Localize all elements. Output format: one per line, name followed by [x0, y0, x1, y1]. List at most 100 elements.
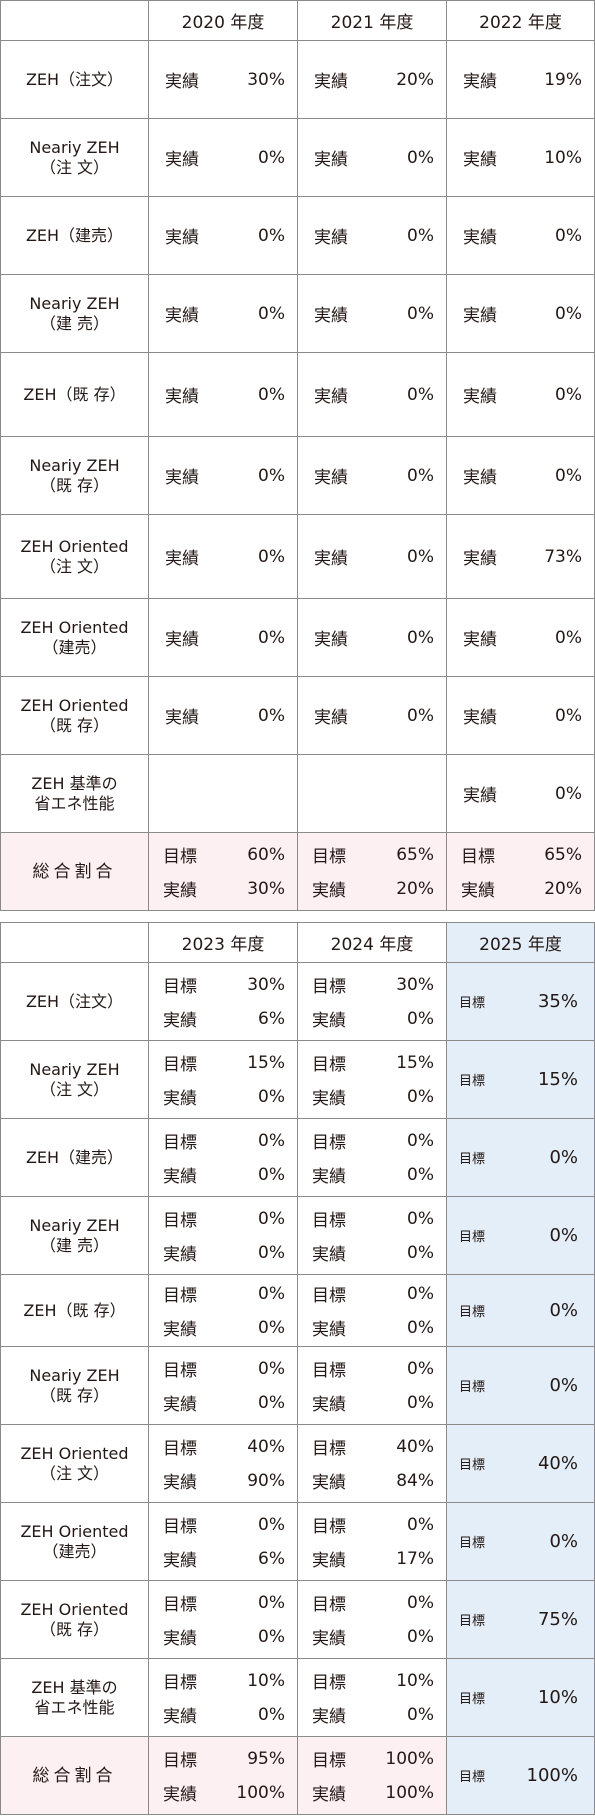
metric-value: 100% [385, 1748, 434, 1769]
value-line: 実績 0% [149, 625, 297, 651]
value-line: 実績 0% [149, 145, 297, 171]
metric-label: 実績 [463, 387, 497, 407]
value-cell: 実績 0% [446, 352, 595, 437]
value-line: 実績 0% [298, 145, 446, 171]
value-cell: 実績 0% [148, 436, 298, 515]
metric-value: 30% [247, 974, 285, 995]
metric-value: 90% [247, 1470, 285, 1491]
metric-value: 0% [258, 1283, 285, 1304]
metric-label: 実績 [163, 1245, 197, 1265]
row-label-line: ZEH（注文） [25, 69, 124, 89]
metric-value: 0% [258, 147, 285, 168]
value-line: 実績 0% [298, 544, 446, 570]
metric-label: 実績 [165, 228, 199, 248]
metric-value: 0% [407, 1130, 434, 1151]
row-label-line: Neariy ZEH [29, 293, 120, 313]
value-line: 実績 0% [447, 223, 594, 249]
value-cell: 実績 0% [446, 436, 595, 515]
value-line: 目標 10% [163, 1664, 285, 1698]
value-line: 目標 0% [163, 1202, 285, 1236]
metric-label: 実績 [312, 1245, 346, 1265]
metric-label: 目標 [312, 1439, 346, 1459]
value-cell: 目標 0% 実績 17% [297, 1502, 447, 1581]
metric-value: 0% [407, 1317, 434, 1338]
value-line: 目標 0% [447, 1531, 594, 1552]
metric-value: 0% [407, 1086, 434, 1107]
value-cell: 実績 0% [297, 436, 447, 515]
value-cell: 目標 0% [446, 1274, 595, 1347]
metric-value: 0% [258, 1130, 285, 1151]
value-line: 実績 84% [312, 1464, 434, 1498]
value-cell: 実績 0% [446, 598, 595, 677]
value-cell: 目標 0% 実績 0% [148, 1346, 298, 1425]
metric-value: 0% [549, 1300, 578, 1321]
metric-value: 40% [247, 1436, 285, 1457]
value-line: 目標 40% [447, 1453, 594, 1474]
value-line: 実績 20% [461, 872, 582, 906]
row-label-line: Neariy ZEH [29, 455, 120, 475]
metric-value: 0% [258, 1208, 285, 1229]
metric-label: 実績 [163, 1320, 197, 1340]
target-actual-pair: 目標 10% 実績 0% [298, 1664, 446, 1732]
value-line: 実績 30% [163, 872, 285, 906]
table-body: ZEH（注文） 目標 30% 実績 6% 目標 30% 実績 0% 目標 35% Neariy ZEH… [0, 962, 595, 1815]
value-cell: 目標 100% [446, 1736, 595, 1815]
metric-value: 10% [247, 1670, 285, 1691]
data-row: ZEH Oriented （建売） 目標 0% 実績 6% 目標 0% 実績 17% 目標 0% [0, 1502, 595, 1581]
row-label-line: （建売） [42, 637, 107, 657]
metric-value: 0% [407, 1008, 434, 1029]
value-cell [148, 754, 298, 833]
data-row: ZEH（建売） 実績 0% 実績 0% 実績 0% [0, 196, 595, 275]
value-cell: 実績 0% [148, 676, 298, 755]
row-label: Neariy ZEH （建 売） [0, 1196, 149, 1275]
value-cell: 実績 19% [446, 40, 595, 119]
metric-label: 目標 [163, 1361, 197, 1381]
metric-value: 84% [396, 1470, 434, 1491]
row-label-line: ZEH（建売） [25, 1147, 124, 1167]
value-cell: 実績 0% [446, 196, 595, 275]
value-line: 目標 0% [312, 1277, 434, 1311]
value-line: 目標 0% [163, 1124, 285, 1158]
value-line: 実績 19% [447, 67, 594, 93]
row-label: ZEH Oriented （注 文） [0, 1424, 149, 1503]
metric-label: 目標 [459, 1152, 486, 1167]
value-cell: 目標 0% [446, 1346, 595, 1425]
row-label-line: Neariy ZEH [29, 137, 120, 157]
metric-label: 目標 [312, 1361, 346, 1381]
value-cell: 目標 0% 実績 0% [148, 1118, 298, 1197]
metric-value: 60% [247, 844, 285, 865]
metric-label: 実績 [463, 150, 497, 170]
metric-value: 30% [247, 878, 285, 899]
metric-label: 目標 [459, 1692, 486, 1707]
row-label-line: （注 文） [39, 1079, 110, 1099]
value-line: 目標 65% [312, 838, 434, 872]
metric-value: 0% [407, 1283, 434, 1304]
metric-label: 実績 [163, 1395, 197, 1415]
value-cell: 目標 0% [446, 1196, 595, 1275]
metric-value: 0% [549, 1147, 578, 1168]
year-header: 2024 年度 [297, 922, 447, 963]
row-label: 総合割合 [0, 832, 149, 911]
metric-label: 実績 [314, 150, 348, 170]
value-line: 実績 6% [163, 1542, 285, 1576]
metric-value: 0% [258, 303, 285, 324]
value-line: 実績 0% [149, 544, 297, 570]
metric-label: 実績 [312, 1089, 346, 1109]
target-actual-pair: 目標 0% 実績 0% [149, 1586, 297, 1654]
metric-label: 実績 [163, 1089, 197, 1109]
metric-label: 実績 [463, 549, 497, 569]
value-line: 目標 10% [312, 1664, 434, 1698]
value-cell: 目標 60% 実績 30% [148, 832, 298, 911]
year-header: 2021 年度 [297, 0, 447, 41]
value-line: 実績 0% [312, 1386, 434, 1420]
value-cell: 目標 40% [446, 1424, 595, 1503]
metric-value: 35% [537, 991, 578, 1012]
metric-value: 0% [555, 627, 582, 648]
metric-value: 100% [385, 1782, 434, 1803]
metric-value: 0% [258, 1592, 285, 1613]
metric-label: 実績 [463, 228, 497, 248]
header-corner [0, 922, 149, 963]
metric-label: 実績 [165, 549, 199, 569]
value-line: 実績 0% [447, 463, 594, 489]
row-label: Neariy ZEH （注 文） [0, 1040, 149, 1119]
